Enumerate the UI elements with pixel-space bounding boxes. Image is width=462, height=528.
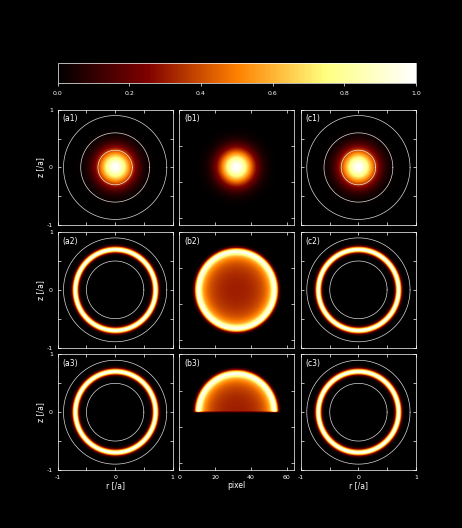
Text: (c2): (c2): [306, 237, 321, 246]
Text: (a2): (a2): [62, 237, 78, 246]
X-axis label: r [/a]: r [/a]: [349, 481, 368, 490]
Text: (a3): (a3): [62, 359, 78, 368]
Text: (c1): (c1): [306, 115, 321, 124]
X-axis label: pixel: pixel: [228, 481, 246, 490]
X-axis label: r [/a]: r [/a]: [106, 481, 125, 490]
Text: (b2): (b2): [184, 237, 200, 246]
Text: (c3): (c3): [306, 359, 321, 368]
Y-axis label: z [/a]: z [/a]: [36, 280, 45, 300]
Text: (a1): (a1): [62, 115, 78, 124]
Text: (b1): (b1): [184, 115, 200, 124]
Text: (b3): (b3): [184, 359, 200, 368]
Y-axis label: z [/a]: z [/a]: [36, 402, 45, 422]
Y-axis label: z [/a]: z [/a]: [36, 157, 45, 177]
